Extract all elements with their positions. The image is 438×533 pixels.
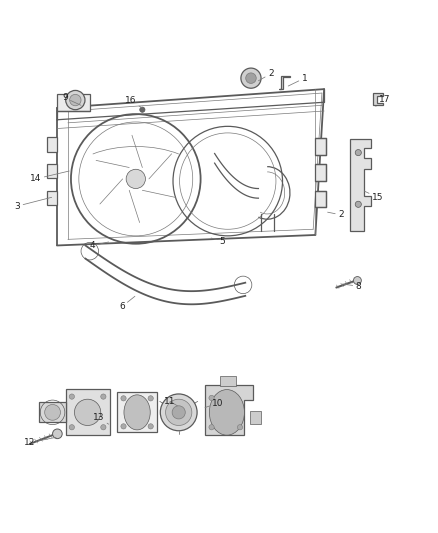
Circle shape [209,395,214,400]
Text: 10: 10 [205,399,224,408]
Ellipse shape [124,395,150,430]
Circle shape [148,395,153,401]
Polygon shape [205,385,253,435]
Text: 12: 12 [24,437,56,447]
Circle shape [353,277,361,285]
Polygon shape [66,389,110,435]
Circle shape [237,425,243,430]
Circle shape [140,107,145,112]
Circle shape [101,394,106,399]
Text: 1: 1 [288,74,307,86]
Circle shape [121,395,126,401]
Circle shape [126,169,145,189]
Text: 4: 4 [90,241,109,250]
Circle shape [209,425,214,430]
Bar [57,94,90,111]
Text: 11: 11 [164,397,177,406]
Text: 8: 8 [343,282,361,290]
Circle shape [148,424,153,429]
Polygon shape [250,411,261,424]
Polygon shape [315,138,326,155]
Circle shape [160,394,197,431]
Text: 6: 6 [119,296,135,311]
Polygon shape [39,402,66,422]
Circle shape [66,91,85,110]
Polygon shape [315,191,326,207]
Text: 16: 16 [125,96,142,108]
Circle shape [101,425,106,430]
Circle shape [172,406,185,419]
Circle shape [69,425,74,430]
Text: 2: 2 [258,69,273,81]
Circle shape [74,399,101,425]
Text: 3: 3 [14,197,52,211]
Polygon shape [373,93,383,106]
Ellipse shape [209,390,244,435]
Circle shape [121,424,126,429]
Circle shape [69,394,74,399]
Polygon shape [315,165,326,181]
Circle shape [166,399,192,425]
Polygon shape [47,138,57,152]
Polygon shape [279,76,290,88]
Text: 15: 15 [364,191,383,202]
Text: 17: 17 [376,95,390,107]
Circle shape [70,94,81,106]
Text: 14: 14 [30,171,69,183]
Text: 13: 13 [93,413,109,424]
Circle shape [355,150,361,156]
Polygon shape [117,392,157,432]
Polygon shape [220,376,236,386]
Circle shape [45,405,60,420]
Text: 9: 9 [62,93,81,106]
Polygon shape [47,164,57,178]
Circle shape [246,73,256,84]
Polygon shape [350,139,371,231]
Polygon shape [47,191,57,205]
Circle shape [241,68,261,88]
Circle shape [53,429,62,439]
Text: 5: 5 [211,237,226,246]
Circle shape [355,201,361,207]
Text: 2: 2 [328,211,343,219]
